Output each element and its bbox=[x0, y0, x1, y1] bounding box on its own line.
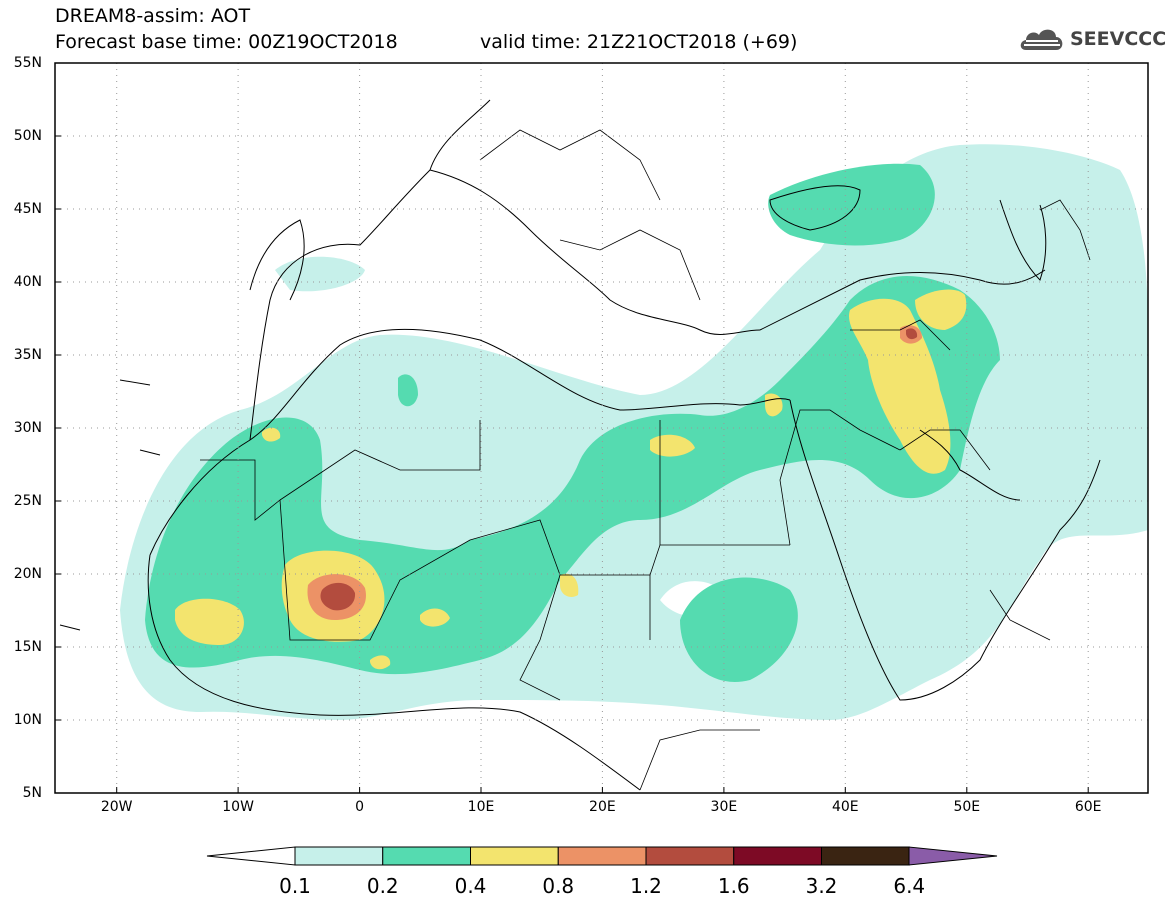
colorbar-label: 1.2 bbox=[630, 874, 662, 898]
colorbar-label: 6.4 bbox=[893, 874, 926, 898]
lon-label: 10W bbox=[222, 799, 254, 815]
colorbar-over bbox=[908, 846, 998, 866]
lat-label: 20N bbox=[13, 566, 42, 582]
axis-ticks bbox=[55, 135, 1089, 793]
colorbar-swatch-6 bbox=[733, 846, 822, 866]
cloud-icon bbox=[1020, 29, 1063, 50]
borders bbox=[200, 129, 1091, 791]
colorbar-label: 1.6 bbox=[717, 874, 750, 898]
lon-label: 60E bbox=[1074, 799, 1102, 815]
lon-label: 20E bbox=[589, 799, 616, 815]
logo-text: SEEVCCC bbox=[1070, 28, 1165, 50]
lat-label: 45N bbox=[13, 201, 42, 217]
colorbar-label: 0.8 bbox=[542, 874, 575, 898]
lat-label: 15N bbox=[13, 639, 42, 655]
title-base-time: Forecast base time: 00Z19OCT2018 bbox=[55, 31, 398, 53]
colorbar-under bbox=[206, 846, 296, 866]
lat-label: 30N bbox=[13, 420, 42, 436]
colorbar-swatch-5 bbox=[645, 846, 735, 866]
colorbar-label: 0.2 bbox=[366, 874, 399, 898]
colorbar-swatch-3 bbox=[470, 846, 559, 866]
lon-label: 10E bbox=[467, 799, 495, 815]
coastlines bbox=[59, 99, 1101, 791]
colorbar-label: 0.1 bbox=[279, 874, 311, 898]
colorbar bbox=[206, 846, 998, 866]
lon-label: 40E bbox=[831, 799, 859, 815]
colorbar-swatch-1 bbox=[294, 846, 384, 866]
lat-label: 5N bbox=[22, 785, 42, 801]
colorbar-swatch-4 bbox=[557, 846, 647, 866]
lon-label: 0 bbox=[355, 799, 365, 815]
lat-label: 40N bbox=[13, 274, 42, 290]
aot-band-1.2 bbox=[320, 328, 918, 611]
colorbar-label: 3.2 bbox=[805, 874, 838, 898]
title-valid-time: valid time: 21Z21OCT2018 (+69) bbox=[480, 31, 798, 53]
title-product: DREAM8-assim: AOT bbox=[55, 5, 251, 27]
lat-label: 25N bbox=[13, 493, 42, 509]
lat-label: 35N bbox=[13, 347, 42, 363]
lat-label: 55N bbox=[13, 55, 42, 71]
lon-label: 30E bbox=[710, 799, 738, 815]
lon-label: 20W bbox=[100, 799, 133, 815]
gridlines bbox=[55, 63, 1148, 793]
lat-label: 10N bbox=[13, 712, 42, 728]
lon-label: 50E bbox=[953, 799, 981, 815]
aot-contours bbox=[120, 144, 1148, 721]
seevccc-logo: SEEVCCC bbox=[1018, 22, 1165, 56]
lat-label: 50N bbox=[13, 128, 42, 144]
colorbar-swatch-7 bbox=[821, 846, 910, 866]
colorbar-swatch-2 bbox=[382, 846, 471, 866]
colorbar-label: 0.4 bbox=[454, 874, 487, 898]
